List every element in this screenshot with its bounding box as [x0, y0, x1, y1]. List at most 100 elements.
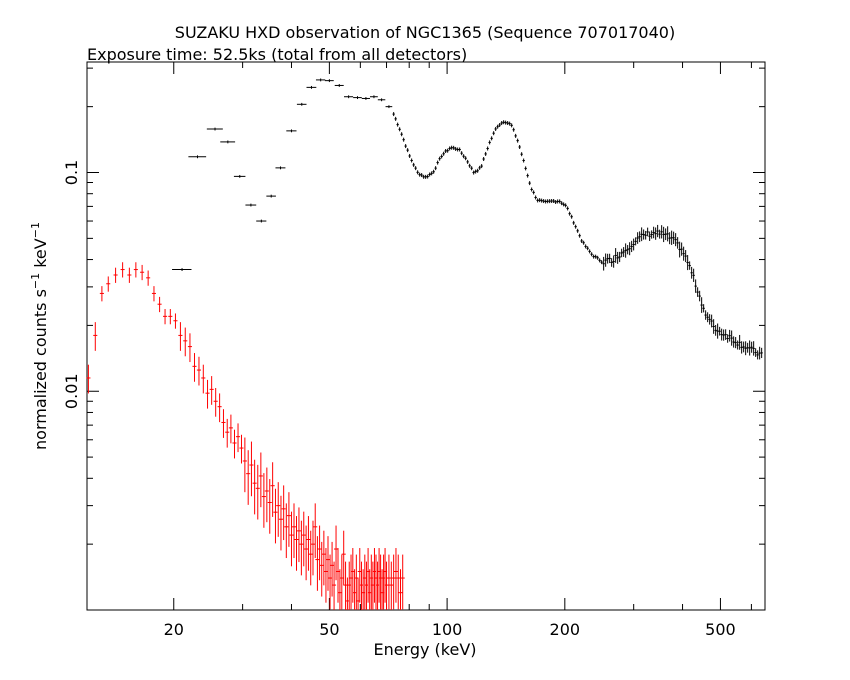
- data-point: [140, 264, 145, 281]
- data-point: [396, 554, 401, 610]
- data-point: [113, 267, 118, 283]
- data-point: [448, 146, 451, 151]
- data-point: [566, 206, 569, 211]
- data-point: [157, 296, 162, 313]
- data-point: [680, 242, 683, 256]
- data-point: [702, 304, 705, 313]
- data-point: [404, 144, 407, 149]
- data-point: [552, 199, 555, 204]
- data-point: [414, 166, 417, 171]
- data-point: [474, 169, 477, 174]
- data-point: [410, 158, 413, 163]
- data-point: [472, 170, 475, 175]
- data-point: [400, 554, 405, 610]
- data-point: [654, 227, 657, 240]
- data-point: [206, 127, 223, 131]
- data-point: [672, 231, 675, 245]
- data-point: [656, 224, 659, 238]
- data-point: [748, 340, 751, 356]
- data-point: [221, 409, 226, 438]
- data-point: [506, 121, 509, 126]
- data-point: [752, 341, 755, 356]
- data-point: [626, 245, 629, 255]
- data-point: [319, 541, 324, 597]
- data-point: [396, 122, 399, 127]
- data-point: [205, 379, 210, 409]
- data-point: [586, 246, 589, 251]
- data-point: [133, 262, 138, 278]
- data-point: [516, 138, 519, 143]
- data-point: [500, 121, 503, 126]
- x-tick-label: 200: [550, 620, 581, 639]
- data-point: [648, 231, 651, 241]
- data-point: [276, 482, 281, 537]
- data-point: [440, 154, 443, 159]
- data-point: [632, 238, 635, 251]
- data-point: [650, 230, 653, 239]
- data-point: [452, 145, 455, 150]
- data-point: [660, 225, 663, 239]
- data-point: [490, 136, 493, 141]
- data-point: [588, 249, 591, 254]
- data-point: [328, 554, 333, 610]
- data-point: [730, 330, 733, 346]
- data-point: [389, 561, 394, 610]
- data-point: [572, 220, 575, 225]
- data-point: [726, 334, 729, 343]
- data-point: [558, 199, 561, 204]
- data-point: [192, 353, 197, 382]
- data-point: [99, 286, 104, 302]
- data-point: [120, 262, 125, 278]
- data-point: [520, 152, 523, 157]
- data-point: [386, 554, 391, 610]
- data-point: [333, 525, 339, 581]
- axis-ticks: [87, 62, 765, 611]
- data-point: [460, 151, 463, 156]
- data-point: [178, 322, 183, 351]
- data-point: [252, 459, 257, 515]
- data-point: [496, 124, 499, 129]
- data-point: [228, 414, 233, 444]
- data-point: [335, 548, 341, 603]
- data-point: [532, 190, 535, 195]
- data-point: [434, 166, 437, 171]
- data-point: [377, 98, 386, 102]
- data-point: [604, 253, 607, 267]
- data-point: [430, 171, 433, 176]
- data-point: [484, 151, 487, 156]
- data-point: [344, 95, 354, 99]
- data-point: [266, 194, 276, 198]
- data-point: [400, 132, 403, 137]
- data-point: [600, 260, 603, 265]
- data-point: [738, 334, 741, 350]
- y-axis-label: normalized counts s−1 keV−1: [29, 222, 50, 450]
- data-point: [317, 525, 322, 581]
- data-point: [578, 233, 581, 238]
- x-tick-label: 500: [705, 620, 736, 639]
- data-point: [498, 123, 501, 128]
- data-point: [291, 503, 297, 559]
- data-point: [590, 252, 593, 257]
- data-point: [708, 314, 711, 325]
- data-point: [646, 227, 649, 237]
- data-point: [524, 166, 527, 171]
- data-point: [384, 561, 389, 610]
- data-point: [426, 174, 429, 179]
- data-point: [616, 251, 619, 264]
- data-point: [570, 214, 573, 219]
- y-axis-label-exp1: −1: [29, 273, 42, 289]
- data-point: [330, 541, 335, 597]
- data-point: [217, 393, 222, 423]
- data-point: [514, 133, 517, 138]
- data-point: [315, 78, 326, 82]
- data-point: [196, 356, 201, 386]
- data-point: [172, 268, 192, 271]
- data-point: [393, 548, 398, 603]
- data-point: [454, 146, 457, 151]
- data-point: [264, 467, 269, 523]
- data-point: [582, 240, 585, 245]
- data-point: [508, 121, 511, 126]
- data-point: [568, 211, 571, 216]
- data-point: [308, 530, 313, 586]
- data-point: [756, 350, 759, 360]
